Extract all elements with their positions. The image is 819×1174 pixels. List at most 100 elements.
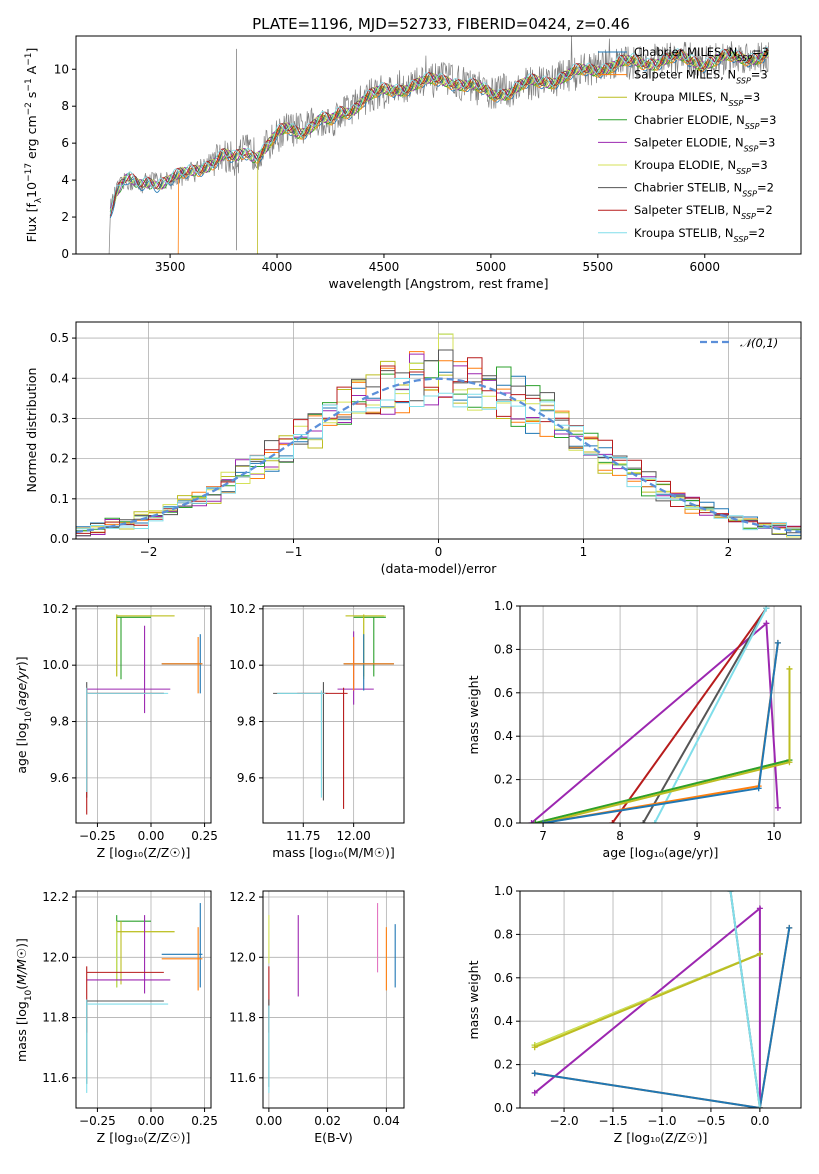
weight_vs_Z-ytick-label: 1.0 <box>494 884 513 898</box>
residuals-ytick-label: 0.4 <box>50 371 69 385</box>
spectrum-xtick-label: 4500 <box>369 260 400 274</box>
weight_vs_age-plot-area <box>528 606 793 823</box>
weight_vs_Z-ytick-label: 0.6 <box>494 971 513 985</box>
age_vs_mass-xtick-label: 12.00 <box>336 829 370 843</box>
spectrum-ytick-label: 2 <box>61 210 69 224</box>
weight_vs_Z-xtick-label: −2.0 <box>549 1114 578 1128</box>
spectrum-frame <box>75 35 802 255</box>
mass_vs_Z-grid <box>76 891 211 1108</box>
residuals-plot-area <box>76 333 801 538</box>
figure-title: PLATE=1196, MJD=52733, FIBERID=0424, z=0… <box>252 15 630 33</box>
residuals-ytick-label: 0.3 <box>50 411 69 425</box>
panel-age_vs_mass: 11.75 12.00 9.6 9.8 10.0 10.2 mass [log₁₀(M/M☉… <box>229 602 405 860</box>
residuals-xtick-label: 0 <box>435 545 443 559</box>
residuals-ytick-label: 0.0 <box>50 532 69 546</box>
panel-weight_vs_age: 7 8 9 10 0.0 0.2 0.4 0.6 0.8 1.0 age [log₁₀(age/yr… <box>466 599 802 860</box>
age_vs_Z-frame <box>75 605 212 824</box>
panel-mass_vs_Z: −0.25 0.00 0.25 11.6 11.8 12.0 12.2 Z [log₁₀(Z/… <box>14 890 218 1145</box>
weight_vs_age-line-kroupa_elodie <box>535 668 791 823</box>
age_vs_mass-grid <box>263 606 404 823</box>
spectrum-xtick-label: 3500 <box>155 260 186 274</box>
age_vs_mass-frame <box>262 605 405 824</box>
mass_vs_ebv-ytick-label: 12.2 <box>229 890 256 904</box>
weight_vs_Z-ytick-label: 0.0 <box>494 1101 513 1115</box>
legend-label-kroupa_stelib: Kroupa STELIB, NSSP=2 <box>634 226 765 244</box>
weight_vs_age-ytick-label: 0.0 <box>494 816 513 830</box>
weight_vs_Z-xlabel: Z [log₁₀(Z/Z☉)] <box>614 1130 708 1145</box>
weight_vs_age-grid <box>520 605 801 824</box>
age_vs_mass-xlabel: mass [log₁₀(M/M☉)] <box>272 845 394 860</box>
age_vs_Z-ylabel: age [log10(age/yr)] <box>14 656 34 773</box>
weight_vs_age-line-chabrier_miles <box>542 642 779 823</box>
legend-label-kroupa_elodie: Kroupa ELODIE, NSSP=3 <box>634 158 768 176</box>
weight_vs_age-xtick-label: 8 <box>616 829 624 843</box>
weight_vs_age-ytick-label: 0.8 <box>494 642 513 656</box>
age_vs_Z-xlabel: Z [log₁₀(Z/Z☉)] <box>97 845 191 860</box>
legend-label-salpeter_stelib: Salpeter STELIB, NSSP=2 <box>634 203 773 221</box>
spectrum-model-chabrier_miles <box>109 51 769 219</box>
weight_vs_age-line-chabrier_stelib <box>642 607 768 823</box>
spectrum-ytick-label: 0 <box>61 247 69 261</box>
age_vs_Z-xtick-label: 0.25 <box>191 829 218 843</box>
residuals-hist-salpeter_stelib <box>76 357 801 534</box>
legend-label-salpeter_miles: Salpeter MILES, NSSP=3 <box>634 68 768 86</box>
mass_vs_Z-ylabel: mass [log10(M/M☉)] <box>14 938 34 1062</box>
weight_vs_Z-line-kroupa_miles <box>534 952 761 1049</box>
mass_vs_ebv-xtick-label: 0.00 <box>256 1114 283 1128</box>
weight_vs_Z-frame <box>519 890 802 1109</box>
spectrum-xtick-label: 4000 <box>262 260 293 274</box>
mass_vs_Z-ytick-label: 12.0 <box>42 950 69 964</box>
mass_vs_Z-xtick-label: −0.25 <box>79 1114 116 1128</box>
age_vs_Z-grid <box>76 606 211 823</box>
residuals-ytick-label: 0.5 <box>50 331 69 345</box>
spectrum-xlabel: wavelength [Angstrom, rest frame] <box>328 276 548 291</box>
spectrum-xtick-label: 5500 <box>583 260 614 274</box>
mass_vs_ebv-xlabel: E(B-V) <box>314 1130 353 1145</box>
legend-label-chabrier_elodie: Chabrier ELODIE, NSSP=3 <box>634 113 776 131</box>
panel-mass_vs_ebv: 0.00 0.02 0.04 11.6 11.8 12.0 12.2 E(B-V) <box>229 890 405 1145</box>
weight_vs_Z-plot-area <box>531 891 793 1108</box>
weight_vs_age-xtick-label: 7 <box>539 829 547 843</box>
weight_vs_Z-xtick-label: 0.0 <box>750 1114 769 1128</box>
residuals-ytick-label: 0.2 <box>50 452 69 466</box>
spectrum-xtick-label: 6000 <box>689 260 720 274</box>
weight_vs_Z-ytick-label: 0.2 <box>494 1058 513 1072</box>
residuals-hist-kroupa_stelib <box>76 378 801 531</box>
panel-spectrum: 3500 4000 4500 5000 5500 6000 0 2 4 6 8 10 wavelengt… <box>24 35 802 291</box>
weight_vs_Z-xtick-label: −1.5 <box>598 1114 627 1128</box>
weight_vs_Z-line-kroupa_stelib <box>729 891 761 1108</box>
weight_vs_age-ytick-label: 0.6 <box>494 686 513 700</box>
residuals-xtick-label: −2 <box>140 545 158 559</box>
spectrum-ytick-label: 4 <box>61 173 69 187</box>
mass_vs_ebv-xtick-label: 0.04 <box>373 1114 400 1128</box>
weight_vs_age-line-chabrier_elodie <box>535 759 790 823</box>
age_vs_Z-xtick-label: 0.00 <box>138 829 165 843</box>
age_vs_mass-ytick-label: 9.6 <box>237 771 256 785</box>
legend-label-normal: 𝒩(0,1) <box>740 336 778 350</box>
age_vs_Z-plot-area <box>86 614 203 815</box>
weight_vs_Z-ylabel: mass weight <box>466 960 481 1039</box>
spectrum-plot-area <box>108 36 769 254</box>
age_vs_mass-ytick-label: 9.8 <box>237 715 256 729</box>
spectrum-xtick-label: 5000 <box>476 260 507 274</box>
legend-label-chabrier_miles: Chabrier MILES, NSSP=3 <box>634 45 769 63</box>
spectrum-ytick-label: 6 <box>61 136 69 150</box>
age_vs_mass-ytick-label: 10.0 <box>229 658 256 672</box>
age_vs_Z-xtick-label: −0.25 <box>79 829 116 843</box>
residuals-xlabel: (data-model)/error <box>381 561 498 576</box>
weight_vs_Z-grid <box>520 890 801 1109</box>
weight_vs_age-frame <box>519 605 802 824</box>
mass_vs_Z-xtick-label: 0.00 <box>138 1114 165 1128</box>
mass_vs_Z-plot-area <box>86 903 203 1093</box>
weight_vs_age-ytick-label: 1.0 <box>494 599 513 613</box>
weight_vs_Z-ytick-label: 0.8 <box>494 927 513 941</box>
weight_vs_age-line-salpeter_stelib <box>611 607 768 823</box>
legend-label-kroupa_miles: Kroupa MILES, NSSP=3 <box>634 90 760 108</box>
weight_vs_age-ytick-label: 0.2 <box>494 773 513 787</box>
mass_vs_Z-ytick-label: 11.8 <box>42 1011 69 1025</box>
residuals-xtick-label: −1 <box>285 545 303 559</box>
mass_vs_Z-xlabel: Z [log₁₀(Z/Z☉)] <box>97 1130 191 1145</box>
legend-label-chabrier_stelib: Chabrier STELIB, NSSP=2 <box>634 181 774 199</box>
panel-weight_vs_Z: −2.0 −1.5 −1.0 −0.5 0.0 0.0 0.2 0.4 0.6 0.8 1.0 Z [… <box>466 884 802 1145</box>
residuals-xtick-label: 1 <box>580 545 588 559</box>
